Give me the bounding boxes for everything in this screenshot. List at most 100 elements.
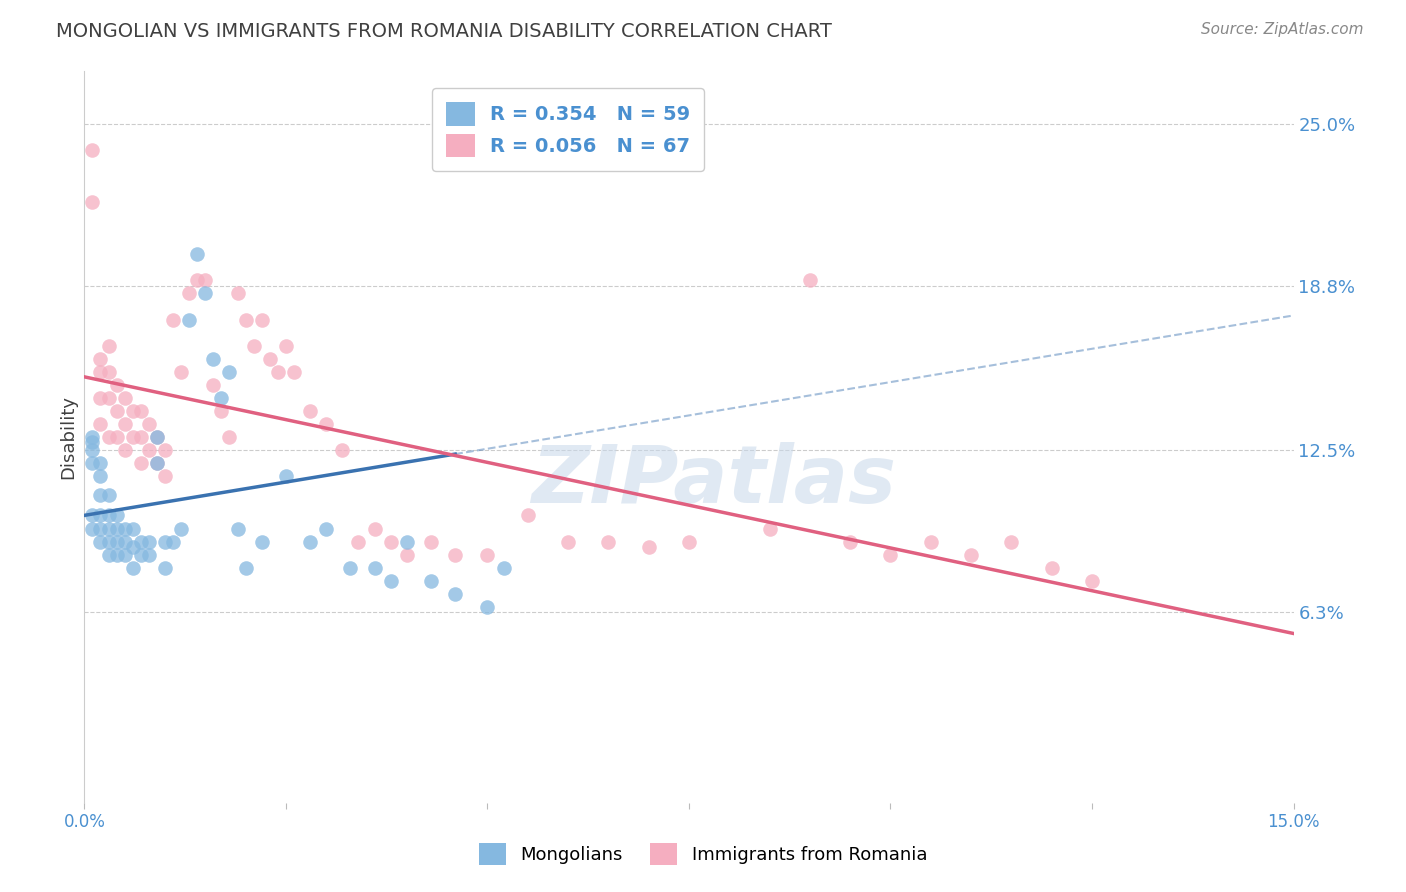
Point <box>170 521 193 535</box>
Legend: R = 0.354   N = 59, R = 0.056   N = 67: R = 0.354 N = 59, R = 0.056 N = 67 <box>432 88 704 171</box>
Point <box>121 521 143 535</box>
Point <box>226 521 249 535</box>
Point <box>444 587 467 601</box>
Point <box>444 548 467 562</box>
Point <box>179 286 201 301</box>
Point <box>363 521 385 535</box>
Point <box>637 540 659 554</box>
Point <box>259 351 281 366</box>
Point <box>678 534 700 549</box>
Point <box>146 430 169 444</box>
Point <box>477 599 499 614</box>
Point <box>129 404 152 418</box>
Point <box>89 391 111 405</box>
Point <box>179 312 201 326</box>
Point <box>82 443 104 458</box>
Point <box>114 534 136 549</box>
Point <box>516 508 538 523</box>
Point <box>82 143 104 157</box>
Point <box>105 404 128 418</box>
Point <box>395 548 418 562</box>
Point <box>105 508 128 523</box>
Point <box>839 534 862 549</box>
Point <box>114 417 136 431</box>
Point <box>89 456 111 470</box>
Point <box>146 456 169 470</box>
Point <box>492 560 515 574</box>
Point <box>82 521 104 535</box>
Point <box>138 443 160 458</box>
Point <box>97 365 120 379</box>
Point <box>105 548 128 562</box>
Text: ZIPatlas: ZIPatlas <box>530 442 896 520</box>
Point <box>89 417 111 431</box>
Point <box>89 508 111 523</box>
Y-axis label: Disability: Disability <box>59 395 77 479</box>
Point <box>347 534 370 549</box>
Point <box>97 430 120 444</box>
Point <box>82 430 104 444</box>
Point <box>82 508 104 523</box>
Point <box>209 391 232 405</box>
Point <box>194 273 217 287</box>
Point <box>420 534 443 549</box>
Point <box>235 312 257 326</box>
Point <box>105 430 128 444</box>
Point <box>89 365 111 379</box>
Point <box>138 548 160 562</box>
Point <box>1000 534 1022 549</box>
Point <box>380 534 402 549</box>
Point <box>82 456 104 470</box>
Point <box>97 521 120 535</box>
Point <box>153 443 176 458</box>
Point <box>162 312 184 326</box>
Point <box>186 273 208 287</box>
Point <box>89 521 111 535</box>
Point <box>89 469 111 483</box>
Point <box>380 574 402 588</box>
Point <box>202 351 225 366</box>
Point <box>299 404 322 418</box>
Point <box>758 521 780 535</box>
Point <box>799 273 821 287</box>
Point <box>121 404 143 418</box>
Point <box>598 143 620 157</box>
Point <box>97 391 120 405</box>
Point <box>250 312 273 326</box>
Point <box>114 548 136 562</box>
Point <box>89 351 111 366</box>
Point <box>129 430 152 444</box>
Point <box>395 534 418 549</box>
Point <box>420 574 443 588</box>
Point <box>274 339 297 353</box>
Point <box>242 339 264 353</box>
Point <box>129 456 152 470</box>
Point <box>153 534 176 549</box>
Point <box>598 534 620 549</box>
Point <box>315 417 337 431</box>
Point <box>129 534 152 549</box>
Point <box>97 534 120 549</box>
Point <box>162 534 184 549</box>
Point <box>363 560 385 574</box>
Point <box>82 435 104 450</box>
Point <box>89 487 111 501</box>
Point <box>114 443 136 458</box>
Point <box>283 365 305 379</box>
Point <box>170 365 193 379</box>
Point <box>226 286 249 301</box>
Point <box>153 560 176 574</box>
Point <box>194 286 217 301</box>
Point <box>557 534 579 549</box>
Point <box>89 534 111 549</box>
Point <box>121 540 143 554</box>
Point <box>299 534 322 549</box>
Point <box>330 443 353 458</box>
Point <box>129 548 152 562</box>
Point <box>267 365 290 379</box>
Point <box>1081 574 1104 588</box>
Point <box>82 194 104 209</box>
Point <box>202 377 225 392</box>
Point <box>97 339 120 353</box>
Point <box>121 430 143 444</box>
